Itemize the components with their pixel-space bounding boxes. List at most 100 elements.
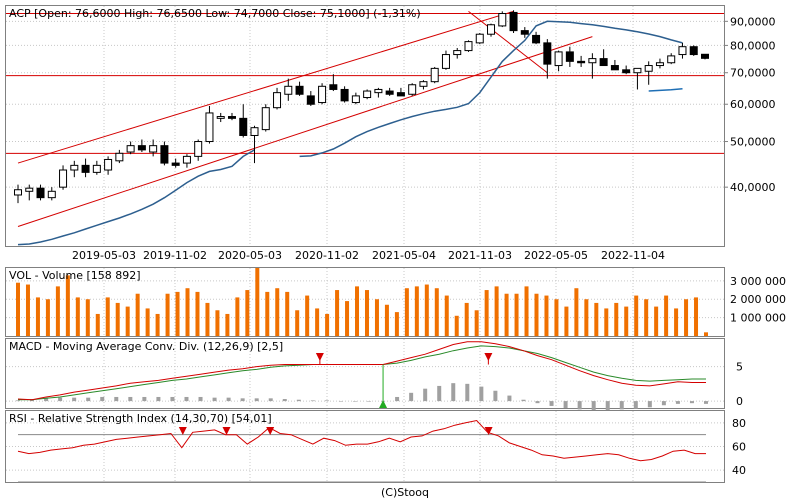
macd-histogram-bar — [212, 397, 217, 402]
macd-histogram-bar — [240, 398, 245, 402]
volume-bar — [145, 308, 150, 336]
candle-body — [194, 141, 203, 157]
candle-body — [182, 155, 191, 164]
macd-histogram-bar — [451, 383, 456, 402]
volume-bar — [414, 286, 419, 336]
volume-bar — [654, 306, 659, 336]
volume-bar — [225, 313, 230, 336]
volume-bar — [474, 310, 479, 336]
date-axis-label: 2021-11-03 — [448, 249, 512, 262]
candlestick — [273, 87, 282, 110]
candle-body — [25, 187, 34, 192]
volume-bar — [494, 286, 499, 336]
macd-histogram-bar — [591, 401, 596, 411]
volume-bar — [564, 306, 569, 336]
candle-body — [419, 81, 428, 87]
volume-bar — [315, 308, 320, 336]
rsi-panel-title: RSI - Relative Strength Index (14,30,70)… — [9, 412, 272, 425]
volume-bar — [35, 297, 40, 336]
volume-bar — [364, 290, 369, 336]
candlestick — [689, 45, 698, 56]
candlestick — [25, 184, 34, 201]
candlestick — [115, 149, 124, 164]
candle-body — [667, 55, 676, 64]
candlestick — [137, 139, 146, 153]
candlestick — [633, 67, 642, 90]
candlestick — [284, 78, 293, 101]
candle-body — [273, 92, 282, 109]
candle-body — [509, 11, 518, 32]
macd-histogram-bar — [254, 398, 259, 402]
macd-histogram-bar — [619, 401, 624, 410]
trend-channel-line — [17, 10, 514, 164]
macd-histogram-bar — [58, 397, 63, 402]
candle-body — [250, 127, 259, 136]
volume-bar — [394, 312, 399, 336]
candlestick — [104, 156, 113, 175]
volume-bar — [325, 313, 330, 336]
volume-bar — [514, 293, 519, 336]
candle-body — [430, 67, 439, 83]
volume-bar — [215, 310, 220, 336]
candle-body — [610, 65, 619, 71]
volume-bar — [185, 288, 190, 336]
volume-bar — [384, 304, 389, 336]
macd-histogram-bar — [72, 397, 77, 402]
volume-bar — [235, 297, 240, 336]
candlestick — [126, 141, 135, 155]
date-axis-label: 2019-11-02 — [143, 249, 207, 262]
candlestick — [667, 53, 676, 65]
candle-body — [261, 107, 270, 131]
rsi-overbought-marker — [266, 427, 275, 435]
volume-bar — [374, 299, 379, 336]
candlestick — [250, 125, 259, 164]
macd-histogram-bar — [577, 401, 582, 410]
volume-bar — [674, 308, 679, 336]
macd-histogram-bar — [465, 383, 470, 402]
candle-body — [577, 60, 586, 64]
candle-body — [36, 187, 45, 199]
candlestick — [385, 87, 394, 96]
volume-panel-title: VOL - Volume [158 892] — [9, 269, 141, 282]
candle-body — [81, 164, 90, 173]
volume-bar — [704, 332, 708, 336]
candlestick — [295, 81, 304, 96]
volume-bar — [424, 284, 429, 336]
candle-body — [644, 65, 653, 72]
rsi-panel: 40 60 80 — [6, 411, 746, 483]
candlestick — [81, 158, 90, 178]
volume-panel: 1 000 000 2 000 000 3 000 000 — [6, 268, 786, 336]
volume-bar — [275, 288, 280, 336]
rsi-overbought-marker — [178, 427, 187, 435]
volume-bar — [285, 291, 290, 336]
candle-body — [70, 164, 79, 171]
macd-histogram-bar — [310, 400, 315, 402]
macd-histogram-bar — [689, 401, 694, 404]
candle-body — [396, 92, 405, 97]
candlestick — [520, 27, 529, 38]
candle-body — [329, 84, 338, 90]
candle-body — [351, 95, 360, 104]
date-axis-label: 2022-05-05 — [524, 249, 588, 262]
macd-histogram-bar — [16, 400, 20, 402]
candle-body — [137, 145, 146, 151]
macd-histogram-bar — [282, 399, 287, 402]
trend-channel-line — [468, 10, 548, 74]
volume-bar — [694, 297, 699, 336]
candlestick — [329, 74, 338, 92]
candlestick — [227, 112, 236, 121]
volume-bar — [434, 288, 439, 336]
macd-histogram-bar — [226, 397, 231, 402]
candlestick — [498, 11, 507, 28]
candlestick — [701, 53, 709, 60]
candlestick — [92, 160, 101, 175]
candle-body — [385, 90, 394, 95]
candle-body — [92, 164, 101, 173]
volume-axis-label: 2 000 000 — [730, 293, 786, 306]
volume-axis-label: 1 000 000 — [730, 312, 786, 325]
candle-body — [239, 117, 248, 136]
candlestick — [239, 104, 248, 138]
volume-bar — [534, 293, 539, 336]
macd-histogram-bar — [633, 401, 638, 409]
